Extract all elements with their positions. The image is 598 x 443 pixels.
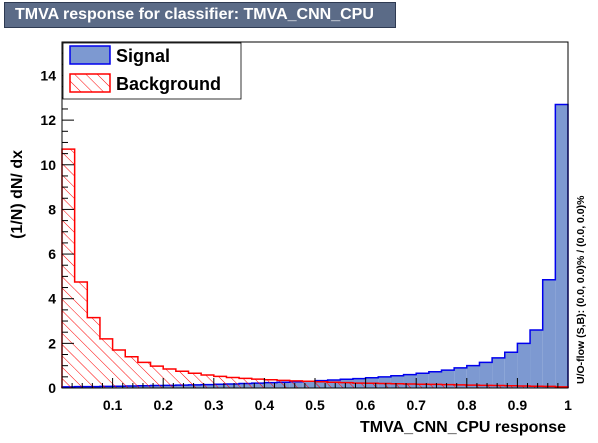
background-bar: [517, 385, 531, 388]
background-bar: [504, 385, 518, 388]
signal-bar: [517, 343, 531, 388]
background-bar: [277, 380, 290, 388]
signal-bar: [441, 370, 455, 388]
background-bar: [264, 379, 278, 388]
y-axis-label: (1/N) dN/ dx: [9, 150, 26, 239]
x-tick-label: 0.3: [204, 397, 224, 413]
background-bar: [352, 383, 366, 388]
legend-signal-label: Signal: [116, 46, 170, 66]
background-bar: [403, 383, 417, 388]
background-bar: [416, 384, 429, 388]
background-bar: [175, 371, 189, 388]
background-bar: [99, 338, 113, 388]
background-bar: [62, 149, 75, 388]
y-tick-label: 10: [40, 157, 56, 173]
background-bar: [201, 375, 214, 388]
x-tick-label: 0.8: [457, 397, 477, 413]
background-bar: [428, 384, 442, 388]
background-bar: [302, 381, 315, 388]
signal-bar: [479, 362, 493, 388]
background-bar: [340, 382, 353, 388]
y-tick-label: 6: [48, 246, 56, 262]
background-bar: [137, 362, 151, 388]
y-tick-label: 4: [48, 291, 56, 307]
legend-signal-swatch: [69, 45, 111, 65]
background-bar: [163, 369, 176, 388]
background-bar: [378, 383, 391, 388]
background-bar: [239, 378, 252, 388]
signal-bar: [530, 329, 543, 388]
x-axis: 0.1 0.2 0.3 0.4 0.5 0.6 0.7 0.8 0.9 1: [61, 378, 572, 413]
legend-background-swatch: [69, 73, 111, 93]
title-bar: TMVA response for classifier: TMVA_CNN_C…: [4, 2, 396, 28]
background-bar: [125, 356, 138, 388]
y-tick-label: 0: [48, 380, 56, 396]
background-bar: [213, 376, 227, 388]
background-bar: [289, 380, 303, 388]
x-tick-label: 0.6: [356, 397, 376, 413]
background-bar: [226, 377, 240, 388]
overflow-label: U/O-flow (S,B): (0.0, 0.0)% / (0.0, 0.0)…: [575, 195, 587, 384]
background-bar: [327, 382, 341, 388]
x-tick-label: 0.5: [305, 397, 325, 413]
background-bar: [466, 385, 480, 388]
background-bar: [530, 386, 543, 388]
background-bar: [479, 385, 493, 388]
x-tick-label: 0.7: [406, 397, 426, 413]
background-bar: [74, 281, 88, 388]
y-tick-label: 8: [48, 201, 56, 217]
background-bar: [112, 350, 126, 388]
y-axis: 0 2 4 6 8 10 12 14: [40, 52, 74, 396]
legend-background-label: Background: [116, 74, 221, 94]
background-bar: [188, 373, 202, 388]
signal-bar: [466, 365, 480, 388]
legend: Signal Background: [62, 42, 242, 100]
background-bar: [150, 366, 164, 388]
background-bar: [492, 385, 505, 388]
background-bar: [454, 384, 467, 388]
background-bar: [87, 317, 100, 388]
x-tick-label: 0.4: [255, 397, 275, 413]
signal-bar: [378, 376, 391, 388]
signal-bar: [454, 367, 467, 388]
signal-bar: [555, 104, 568, 388]
y-tick-label: 14: [40, 67, 56, 83]
y-tick-label: 12: [40, 112, 56, 128]
chart-title: TMVA response for classifier: TMVA_CNN_C…: [15, 6, 374, 23]
x-axis-label: TMVA_CNN_CPU response: [360, 419, 566, 436]
background-bar: [441, 384, 455, 388]
signal-bar: [504, 352, 518, 388]
x-tick-label: 0.2: [153, 397, 173, 413]
y-tick-label: 2: [48, 335, 56, 351]
background-bar: [390, 383, 404, 388]
signal-bar: [542, 279, 556, 388]
background-bar: [365, 383, 379, 388]
x-tick-label: 0.9: [508, 397, 528, 413]
background-bar: [542, 386, 556, 388]
x-tick-label: 1: [564, 397, 572, 413]
background-bar: [315, 381, 328, 388]
signal-bar: [492, 357, 505, 388]
background-series: [61, 148, 569, 388]
x-tick-label: 0.1: [103, 397, 123, 413]
plot-area: [62, 42, 568, 388]
background-bar: [251, 379, 265, 388]
